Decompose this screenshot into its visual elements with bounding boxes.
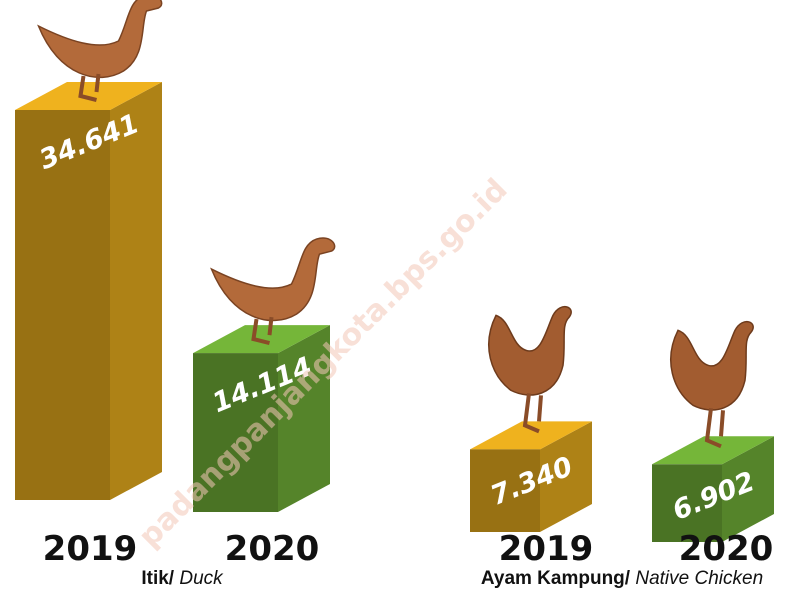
infographic: Itik/ Duck Ayam Kampung/ Native Chicken … <box>0 0 807 598</box>
chicken-icon <box>489 307 571 432</box>
title-en: Duck <box>179 568 224 589</box>
icon-part <box>212 238 335 321</box>
group-title: Itik/ Duck <box>141 568 224 589</box>
group-title: Ayam Kampung/ Native Chicken <box>481 568 763 589</box>
x-tick-label: 2019 <box>43 529 138 569</box>
icon-part <box>671 322 753 410</box>
icon-part <box>489 307 571 395</box>
x-tick-label: 2019 <box>499 529 594 569</box>
icon-part <box>39 0 162 77</box>
x-tick-label: 2020 <box>679 529 774 569</box>
watermark: padangpanjangkota.bps.go.id <box>132 172 514 554</box>
title: Ayam Kampung/ <box>481 568 631 589</box>
title: Itik/ <box>141 568 174 589</box>
title-en: Native Chicken <box>635 568 763 589</box>
x-tick-label: 2020 <box>225 529 320 569</box>
chicken-icon <box>671 322 753 447</box>
